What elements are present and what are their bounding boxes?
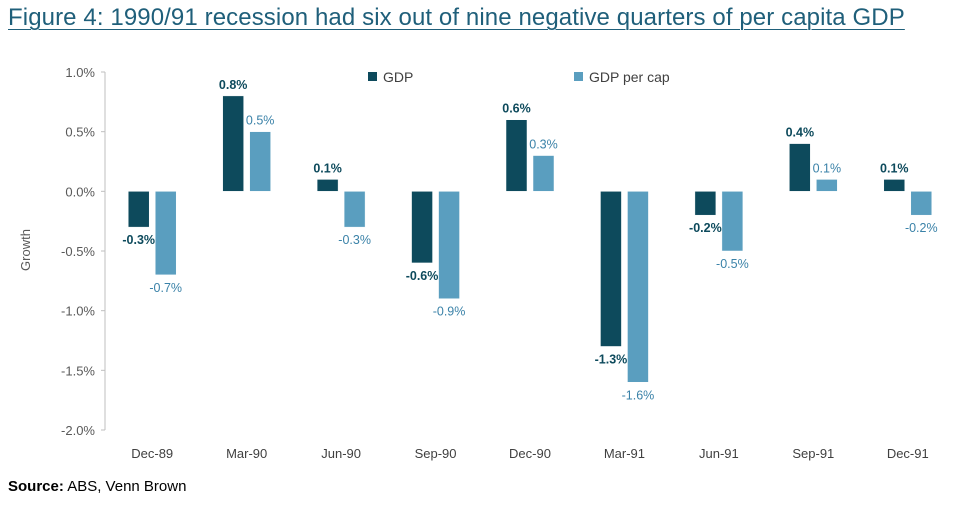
bar-chart: 1.0% 0.5% 0.0% -0.5% -1.0% -1.5% -2.0% Growth -0… <box>18 65 938 461</box>
y-tick-label: 0.5% <box>65 125 95 140</box>
bar-gdp-per-cap <box>438 191 460 299</box>
legend-swatch <box>574 72 583 81</box>
bar-gdp <box>600 191 622 347</box>
bar-gdp <box>505 119 528 192</box>
x-tick-label: Jun-90 <box>321 446 361 461</box>
bar-gdp <box>694 191 717 216</box>
data-label: -0.3% <box>122 233 155 247</box>
data-label: 0.4% <box>786 126 815 140</box>
bar-gdp <box>411 191 433 264</box>
legend-label: GDP per cap <box>589 69 670 85</box>
data-label: 0.3% <box>529 138 558 152</box>
bar-gdp <box>789 143 811 192</box>
x-tick-label: Dec-90 <box>509 446 551 461</box>
data-label: -0.6% <box>406 269 439 283</box>
source-note: Source: ABS, Venn Brown <box>8 478 186 495</box>
bar-gdp <box>883 179 906 192</box>
x-tick-label: Dec-91 <box>887 446 929 461</box>
legend-swatch <box>368 72 377 81</box>
y-axis-title: Growth <box>18 229 33 271</box>
data-label: -0.9% <box>433 305 466 319</box>
y-tick-label: -1.0% <box>61 304 95 319</box>
data-label: -0.5% <box>716 257 749 271</box>
y-tick-label: -1.5% <box>61 363 95 378</box>
source-text: ABS, Venn Brown <box>63 478 187 495</box>
data-label: 0.1% <box>313 161 342 175</box>
bar-gdp-per-cap <box>816 179 838 192</box>
chart-title: Figure 4: 1990/91 recession had six out … <box>8 4 905 31</box>
x-tick-label: Dec-89 <box>131 446 173 461</box>
data-label: 0.1% <box>880 161 909 175</box>
source-label: Source: <box>8 478 64 495</box>
x-tick-label: Sep-91 <box>792 446 834 461</box>
bar-gdp-per-cap <box>721 191 744 252</box>
data-label: 0.8% <box>219 78 248 92</box>
data-label: -1.6% <box>622 388 655 402</box>
legend-label: GDP <box>383 69 413 85</box>
bar-gdp <box>222 95 244 192</box>
bar-gdp-per-cap <box>343 191 366 228</box>
data-label: 0.5% <box>246 114 275 128</box>
bar-gdp-per-cap <box>910 191 933 216</box>
data-label: 0.6% <box>502 102 531 116</box>
y-tick-label: -0.5% <box>61 244 95 259</box>
x-tick-label: Sep-90 <box>415 446 457 461</box>
bar-gdp-per-cap <box>249 131 271 192</box>
y-tick-label: 0.0% <box>65 184 95 199</box>
y-tick-label: -2.0% <box>61 423 95 438</box>
data-label: -0.2% <box>905 221 938 235</box>
y-tick-label: 1.0% <box>65 65 95 80</box>
data-label: -1.3% <box>595 352 628 366</box>
bar-gdp <box>127 191 150 228</box>
bar-gdp-per-cap <box>154 191 177 276</box>
x-tick-label: Mar-90 <box>226 446 267 461</box>
x-tick-label: Mar-91 <box>604 446 645 461</box>
data-label: -0.3% <box>338 233 371 247</box>
data-label: 0.1% <box>813 161 842 175</box>
x-tick-label: Jun-91 <box>699 446 739 461</box>
bar-gdp <box>316 179 339 192</box>
bar-gdp-per-cap <box>532 155 555 192</box>
data-label: -0.2% <box>689 221 722 235</box>
data-label: -0.7% <box>149 281 182 295</box>
bar-gdp-per-cap <box>627 191 649 383</box>
